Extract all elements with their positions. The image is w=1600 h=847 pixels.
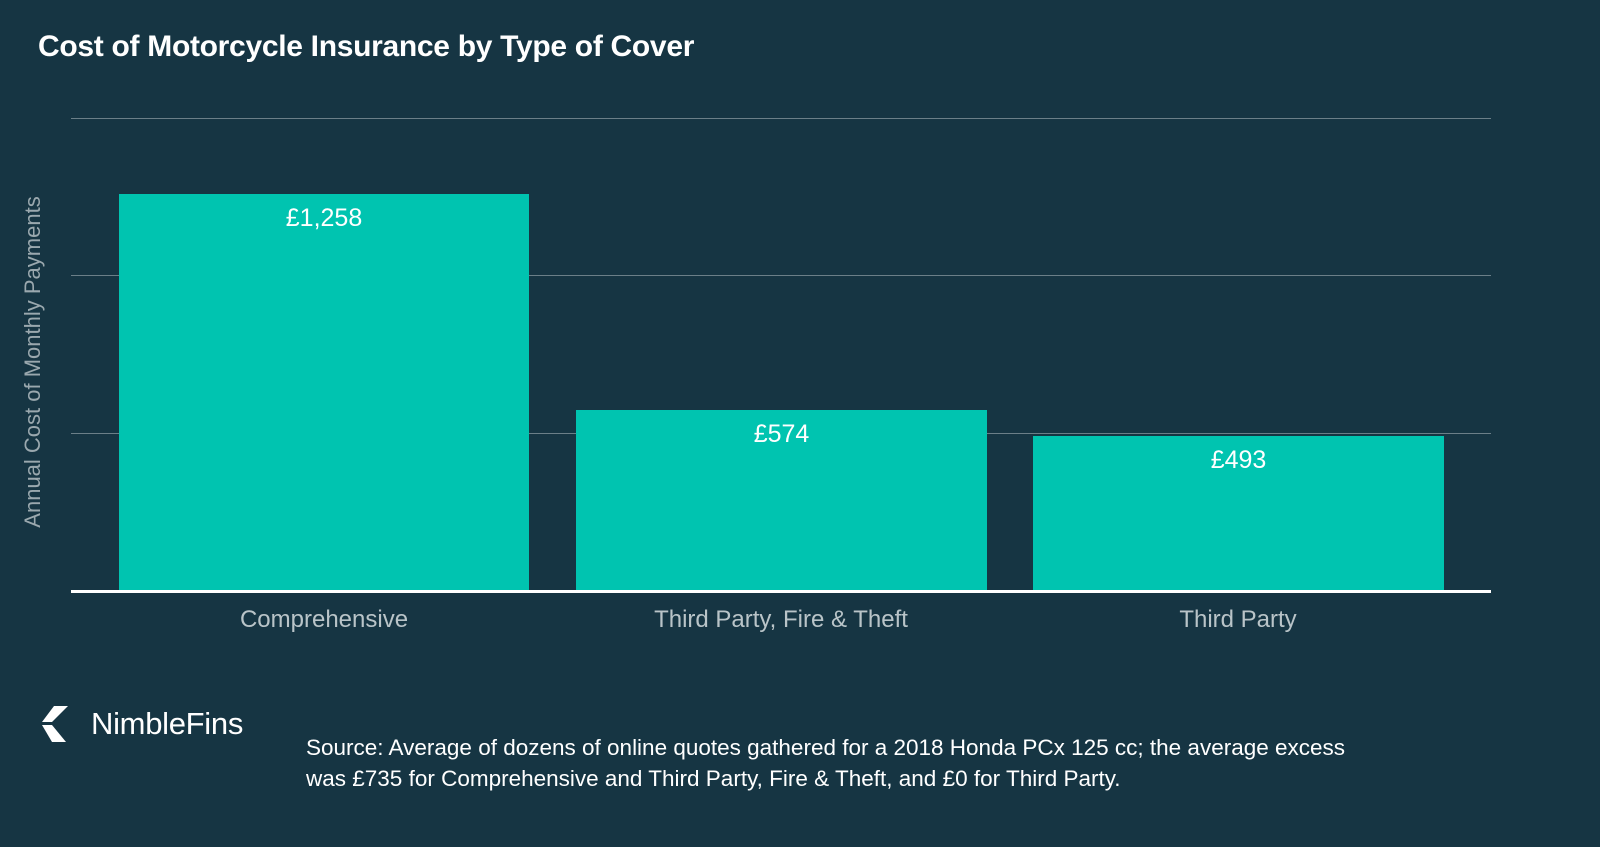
source-line-1: Source: Average of dozens of online quot… <box>306 735 1346 760</box>
plot-area: £1,258 £574 £493 <box>71 118 1491 593</box>
brand-logo: NimbleFins <box>38 706 243 742</box>
source-note: Source: Average of dozens of online quot… <box>306 732 1566 794</box>
bar-value-label: £493 <box>1210 445 1267 474</box>
gridline-1000 <box>71 275 1491 276</box>
x-tick-comprehensive: Comprehensive <box>239 606 409 633</box>
x-axis-line <box>71 590 1491 593</box>
bar-third-party: £493 <box>1033 435 1444 591</box>
x-tick-third-party-fire-theft: Third Party, Fire & Theft <box>654 606 908 633</box>
bar-value-label: £1,258 <box>285 204 363 233</box>
brand-name: NimbleFins <box>91 706 244 741</box>
bar-value-label: £574 <box>753 420 810 448</box>
gridline-1500 <box>71 118 1491 119</box>
chart-title: Cost of Motorcycle Insurance by Type of … <box>38 30 695 63</box>
y-axis-label: Annual Cost of Monthly Payments <box>20 196 45 528</box>
x-tick-third-party: Third Party <box>1179 606 1297 633</box>
source-line-2: was £735 for Comprehensive and Third Par… <box>306 766 1121 791</box>
bar-third-party-fire-theft: £574 <box>576 410 987 591</box>
bar-comprehensive: £1,258 <box>119 194 529 591</box>
chevron-left-logo-icon <box>38 706 82 742</box>
